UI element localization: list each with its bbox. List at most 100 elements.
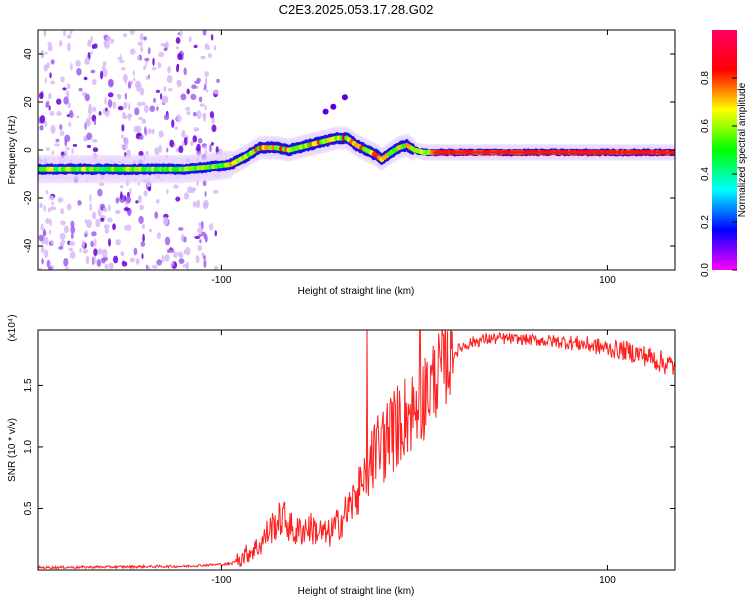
noise-speckle [143, 36, 147, 41]
colorbar-tick-label: 0.6 [700, 119, 711, 133]
noise-speckle [79, 247, 82, 253]
y-tick-label: 0.5 [23, 501, 34, 515]
noise-speckle [39, 92, 44, 100]
noise-speckle [216, 78, 220, 84]
noise-speckle [143, 65, 147, 70]
colorbar-tick-label: 0.8 [700, 71, 711, 85]
noise-speckle [77, 200, 82, 206]
noise-speckle [120, 191, 123, 200]
snr-x-ticks: -100 100 [211, 330, 616, 586]
noise-speckle [67, 102, 71, 109]
noise-speckle [141, 223, 146, 230]
noise-speckle [204, 43, 210, 49]
spectrogram-y-label: Frequency (Hz) [7, 116, 18, 185]
noise-speckle [59, 124, 63, 131]
noise-speckle [129, 187, 132, 195]
noise-speckle [187, 186, 193, 194]
noise-speckle [41, 258, 44, 265]
noise-speckle [89, 203, 93, 212]
y-tick-label: 1.0 [23, 440, 34, 454]
y-tick-label: -20 [23, 190, 34, 205]
noise-speckle [45, 147, 51, 151]
noise-speckle [154, 146, 160, 156]
noise-speckle [119, 59, 125, 64]
noise-speckle [84, 60, 91, 65]
spectrogram-x-label: Height of straight line (km) [298, 286, 415, 297]
noise-speckle [44, 120, 48, 127]
noise-speckle [193, 127, 200, 132]
noise-speckle [202, 112, 207, 120]
noise-speckle [69, 251, 76, 259]
noise-speckle [59, 130, 65, 137]
noise-speckle [199, 239, 202, 244]
noise-speckle [203, 259, 207, 268]
noise-speckle [102, 61, 107, 66]
noise-speckle [64, 137, 68, 147]
noise-speckle [69, 30, 73, 35]
noise-speckle [137, 41, 144, 47]
noise-speckle [97, 248, 103, 255]
noise-speckle [104, 228, 110, 234]
noise-speckle [71, 148, 74, 154]
noise-speckle [45, 101, 48, 109]
noise-speckle [98, 111, 102, 116]
noise-speckle [192, 201, 197, 208]
noise-speckle [91, 138, 98, 143]
noise-speckle [51, 239, 54, 245]
noise-speckle [139, 204, 144, 211]
noise-speckle [194, 235, 201, 239]
noise-speckle [167, 66, 171, 74]
snr-line [38, 330, 675, 570]
y-tick-label: 1.5 [23, 378, 34, 392]
noise-speckle [169, 139, 175, 148]
noise-speckle [186, 110, 191, 116]
noise-speckle [177, 227, 184, 231]
noise-speckle [39, 202, 43, 209]
noise-speckle [136, 132, 142, 136]
noise-speckle [149, 105, 156, 112]
noise-speckle [63, 30, 66, 37]
noise-speckle [204, 190, 207, 198]
noise-speckle [70, 232, 74, 240]
noise-speckle [199, 103, 205, 107]
noise-speckle [62, 87, 67, 91]
noise-speckle [143, 190, 148, 197]
noise-speckle [85, 120, 92, 127]
spectral-trace [38, 94, 675, 184]
noise-speckle [51, 201, 54, 206]
noise-speckle [45, 218, 51, 224]
noise-speckle [46, 62, 51, 69]
noise-speckle [47, 44, 53, 52]
noise-speckle [86, 132, 93, 141]
noise-speckle [173, 251, 178, 259]
noise-speckle [209, 223, 214, 231]
noise-speckle [76, 68, 82, 76]
noise-speckle [43, 249, 49, 259]
noise-speckle [75, 59, 81, 67]
noise-speckle [63, 257, 69, 267]
noise-speckle [56, 98, 62, 105]
noise-speckle [91, 211, 97, 220]
noise-speckle [140, 241, 146, 247]
noise-speckle [175, 196, 181, 202]
noise-speckle [92, 106, 97, 112]
noise-speckle [88, 112, 91, 122]
noise-speckle [151, 66, 157, 71]
noise-speckle [209, 111, 215, 119]
noise-speckle [38, 234, 44, 242]
noise-speckle [44, 77, 47, 84]
noise-speckle [197, 227, 203, 234]
noise-speckle [176, 63, 180, 68]
noise-speckle [190, 93, 197, 100]
noise-speckle [69, 109, 74, 118]
noise-speckle [211, 141, 214, 146]
snr-background [38, 330, 675, 570]
noise-speckle [66, 83, 71, 90]
noise-speckle [144, 57, 150, 62]
noise-speckle [191, 187, 197, 192]
noise-speckle [133, 77, 136, 82]
noise-speckle [40, 223, 44, 231]
snr-panel: -100 100 0.5 1.0 1.5 Height of straight lin… [7, 314, 676, 597]
noise-speckle [155, 199, 160, 204]
noise-speckle [181, 132, 184, 138]
